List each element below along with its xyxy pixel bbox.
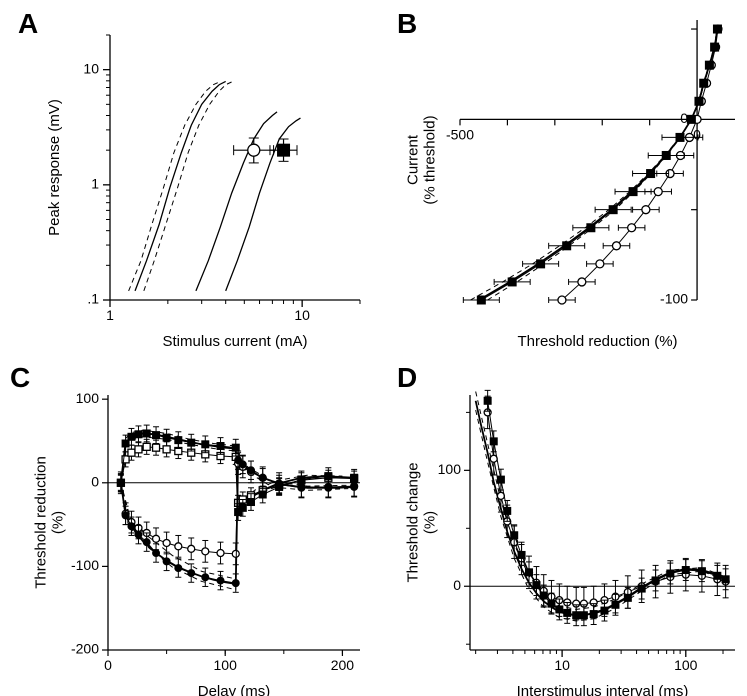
- svg-text:1: 1: [106, 307, 114, 323]
- svg-text:Delay (ms): Delay (ms): [198, 683, 271, 696]
- panel-b: -5000-1000Threshold reduction (%)Current…: [404, 20, 735, 350]
- svg-text:-500: -500: [446, 126, 474, 142]
- svg-text:(%): (%): [422, 511, 439, 534]
- svg-text:Threshold reduction: Threshold reduction: [32, 456, 49, 589]
- svg-text:100: 100: [674, 657, 698, 673]
- svg-text:100: 100: [438, 461, 462, 477]
- panel-c: 0 100 200 -200 -100 0 100 Delay (ms) Threshold r…: [32, 390, 360, 696]
- svg-text:Threshold change: Threshold change: [404, 462, 421, 582]
- panel-a: .1 1 10 1 10 Stimulus current (mA) Peak respon…: [46, 35, 360, 350]
- svg-text:-100: -100: [71, 557, 99, 573]
- svg-text:-100: -100: [660, 291, 688, 307]
- panel-d-label: D: [397, 362, 417, 394]
- svg-text:100: 100: [76, 390, 100, 406]
- panel-a-label: A: [18, 8, 38, 40]
- svg-text:10: 10: [554, 657, 570, 673]
- svg-text:-200: -200: [71, 641, 99, 657]
- svg-text:0: 0: [91, 473, 99, 489]
- svg-text:Interstimulus interval (ms): Interstimulus interval (ms): [517, 683, 689, 696]
- svg-text:Threshold reduction (%): Threshold reduction (%): [517, 333, 677, 350]
- panel-c-label: C: [10, 362, 30, 394]
- svg-text:0: 0: [693, 126, 701, 142]
- figure-svg: .1 1 10 1 10 Stimulus current (mA) Peak respon…: [0, 0, 747, 696]
- svg-text:.1: .1: [87, 291, 99, 307]
- panel-d: 10 100 0 100 Interstimulus interval (ms) Thre…: [404, 390, 735, 696]
- svg-text:10: 10: [294, 307, 310, 323]
- svg-text:10: 10: [83, 60, 99, 76]
- svg-text:0: 0: [453, 577, 461, 593]
- panel-b-label: B: [397, 8, 417, 40]
- svg-text:Peak response (mV): Peak response (mV): [46, 99, 63, 236]
- svg-text:(% threshold): (% threshold): [422, 115, 439, 204]
- svg-text:1: 1: [91, 176, 99, 192]
- svg-text:Current: Current: [404, 134, 421, 185]
- svg-text:200: 200: [331, 657, 355, 673]
- svg-text:(%): (%): [50, 511, 67, 534]
- svg-text:Stimulus current (mA): Stimulus current (mA): [162, 333, 307, 350]
- svg-text:100: 100: [214, 657, 238, 673]
- svg-text:0: 0: [104, 657, 112, 673]
